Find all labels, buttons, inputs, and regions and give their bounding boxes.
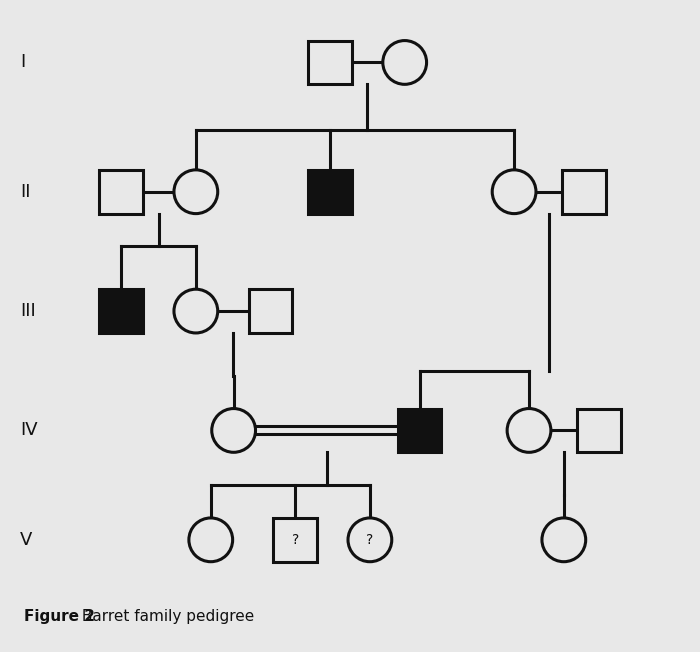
Bar: [99, 170, 143, 214]
Circle shape: [383, 40, 426, 84]
Circle shape: [348, 518, 392, 562]
Bar: [308, 40, 352, 84]
Text: ?: ?: [292, 533, 299, 547]
Bar: [398, 409, 442, 452]
Bar: [248, 289, 293, 333]
Text: Figure 2: Figure 2: [24, 610, 94, 625]
Text: I: I: [20, 53, 25, 72]
Circle shape: [189, 518, 232, 562]
Text: IV: IV: [20, 421, 37, 439]
Circle shape: [174, 170, 218, 214]
Text: V: V: [20, 531, 32, 549]
Text: Barret family pedigree: Barret family pedigree: [76, 610, 254, 625]
Circle shape: [542, 518, 586, 562]
Bar: [577, 409, 620, 452]
Text: ?: ?: [366, 533, 374, 547]
Bar: [308, 170, 352, 214]
Circle shape: [174, 289, 218, 333]
Text: II: II: [20, 183, 30, 201]
Bar: [562, 170, 606, 214]
Circle shape: [507, 409, 551, 452]
Bar: [274, 518, 317, 562]
Text: III: III: [20, 302, 36, 320]
Bar: [99, 289, 143, 333]
Circle shape: [492, 170, 536, 214]
Circle shape: [212, 409, 256, 452]
